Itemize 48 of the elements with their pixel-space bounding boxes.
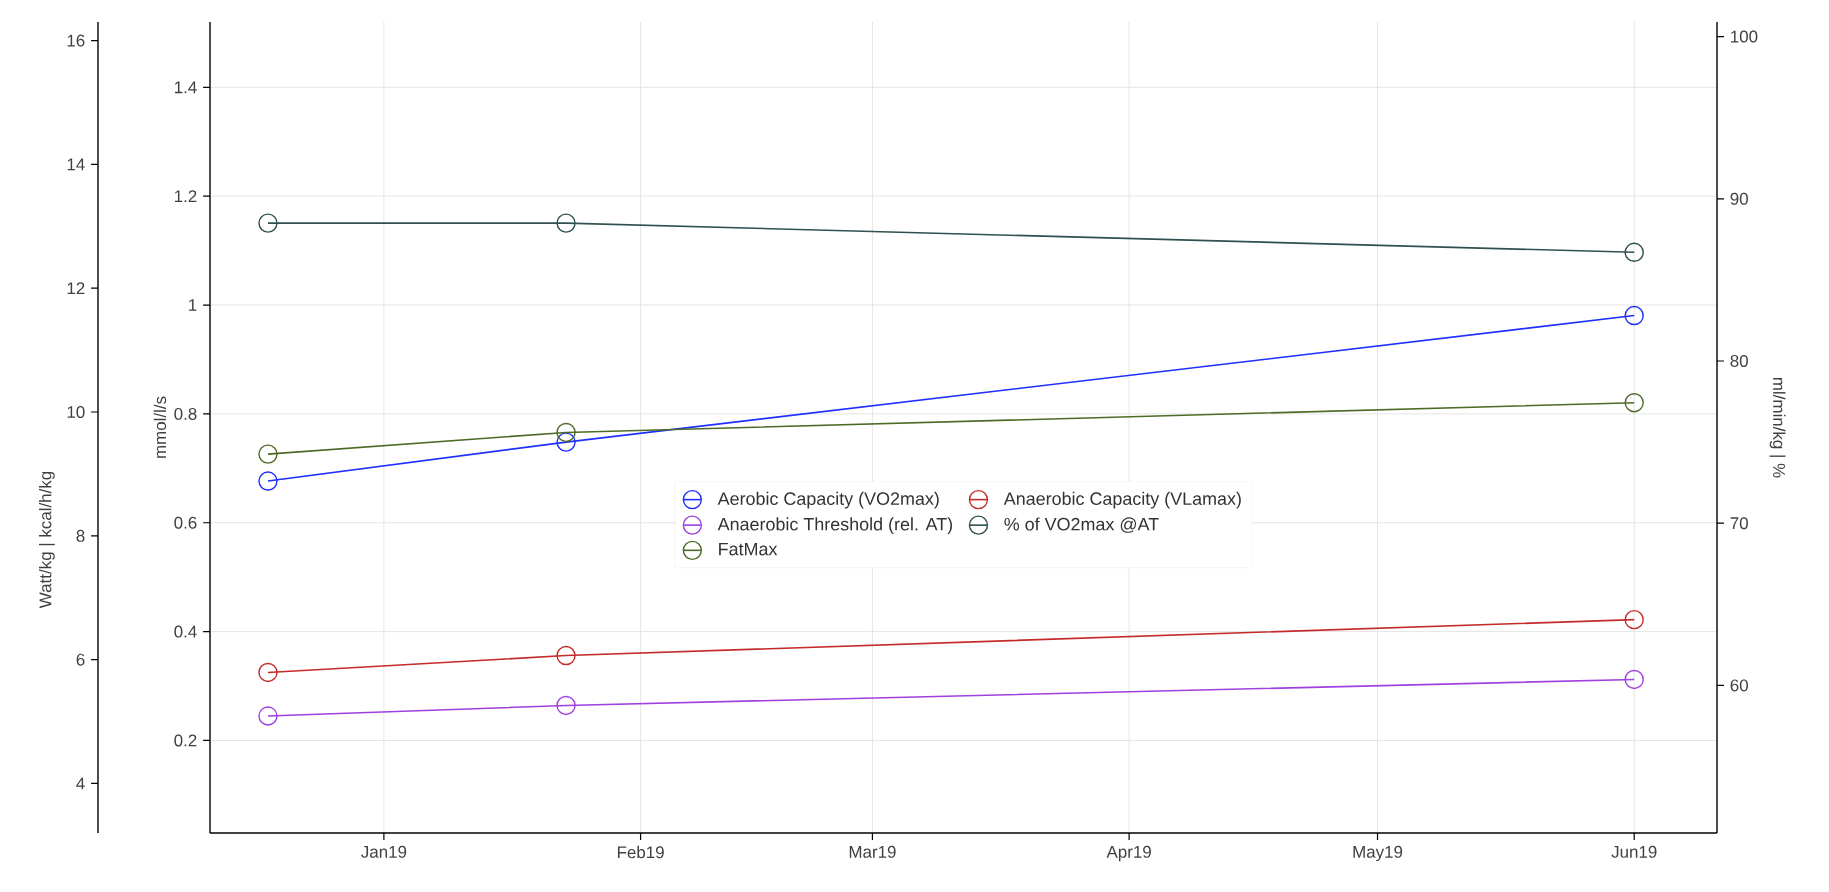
- y2-axis-title: ml/min/kg | %: [1769, 377, 1786, 478]
- y2-tick-label: 60: [1730, 679, 1748, 692]
- point: [258, 444, 278, 464]
- y-tick-label: 1: [189, 299, 197, 311]
- point: [556, 645, 576, 666]
- legend-label: Anaerobic Capacity (VLamax): [1003, 491, 1241, 509]
- point: [258, 213, 278, 233]
- legend-label: Anaerobic Threshold (rel. AT): [717, 517, 953, 535]
- y-tick-label: 1.2: [174, 190, 197, 203]
- point: [258, 706, 278, 726]
- point: [258, 471, 278, 491]
- x-tick-label: Jan19: [361, 845, 407, 858]
- y3-tick-label: 16: [67, 34, 85, 47]
- point: [556, 695, 576, 716]
- y-tick-label: 0.2: [174, 734, 197, 747]
- y-tick-label: 0.6: [174, 516, 197, 529]
- point: [556, 432, 576, 452]
- point: [1624, 393, 1644, 413]
- y-tick-label: 1.4: [174, 81, 197, 94]
- y2-tick-label: 70: [1730, 517, 1748, 530]
- x-tick-label: Apr19: [1106, 845, 1151, 862]
- y3-tick-label: 6: [76, 653, 85, 666]
- x-tick-label: May19: [1353, 845, 1403, 862]
- legend-label: FatMax: [719, 542, 778, 556]
- x-tick-label: Jun19: [1611, 845, 1657, 858]
- y2-tick-label: 90: [1730, 192, 1748, 205]
- point: [556, 422, 576, 443]
- y-tick-label: 0.4: [174, 625, 197, 638]
- point: [1624, 609, 1644, 630]
- point: [1624, 305, 1644, 326]
- y3-axis-title: Watt/kg | kcal/h/kg: [38, 471, 55, 609]
- point: [1624, 669, 1644, 690]
- point: [258, 662, 278, 683]
- y2-tick-label: 80: [1730, 354, 1748, 367]
- y-axis-title: mmol/l/s: [153, 396, 167, 458]
- x-tick-label: Mar19: [849, 845, 896, 858]
- x-tick-label: Feb19: [617, 845, 664, 859]
- y-tick-label: 0.8: [174, 407, 197, 420]
- y3-tick-label: 4: [76, 777, 85, 790]
- y3-tick-label: 8: [76, 529, 85, 542]
- y2-tick-label: 100: [1731, 30, 1758, 43]
- point: [556, 213, 576, 233]
- legend-label: % of VO2max @AT: [1004, 517, 1159, 533]
- y3-tick-label: 10: [67, 406, 85, 419]
- point: [1624, 242, 1644, 263]
- legend-label: Aerobic Capacity (VO2max): [717, 491, 939, 509]
- y3-tick-label: 12: [67, 282, 85, 295]
- y3-tick-label: 14: [67, 158, 85, 171]
